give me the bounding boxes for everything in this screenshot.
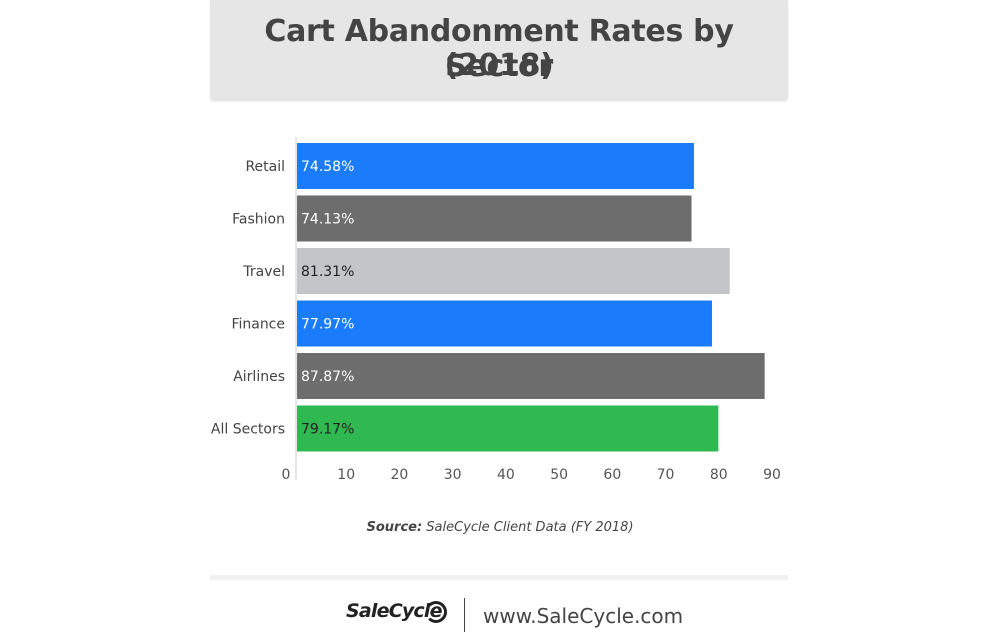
x-tick-label: 90 [763,467,781,483]
bar-value-label: 87.87% [301,369,354,385]
title-box: Cart Abandonment Rates by Sector (2018) [210,0,788,101]
x-tick-label: 30 [444,467,462,483]
salecycle-logo-ring-icon [425,601,447,623]
bar-value-label: 74.13% [301,212,354,228]
x-tick-label: 0 [282,467,291,483]
bar [297,195,692,242]
category-label: Fashion [232,212,285,228]
category-label: All Sectors [211,422,285,438]
x-tick-label: 20 [391,467,409,483]
x-tick-label: 60 [603,467,621,483]
bar-value-label: 79.17% [301,422,354,438]
chart-title-line-2: (2018) [444,48,554,83]
x-tick-label: 50 [550,467,568,483]
chart-title-line-1: Cart Abandonment Rates by Sector [264,14,734,84]
source-label: Source: [366,520,423,535]
source-text: SaleCycle Client Data (FY 2018) [422,520,634,535]
category-label: Airlines [233,369,285,385]
bar-value-label: 81.31% [301,264,354,280]
bar [297,143,694,189]
x-tick-label: 70 [657,467,675,483]
x-tick-label: 40 [497,467,515,483]
category-label: Travel [242,264,285,280]
salecycle-logo: SaleCycle [346,600,443,622]
category-label: Retail [245,159,285,175]
source-note: Source: SaleCycle Client Data (FY 2018) [0,520,1000,535]
category-label: Finance [231,317,285,333]
bar-value-label: 77.97% [301,317,354,333]
footer-url[interactable]: www.SaleCycle.com [483,604,684,628]
footer-rule [210,575,788,580]
bar-value-label: 74.58% [301,159,354,175]
bar [297,353,765,399]
bar [297,248,730,294]
bar-chart: 74.58% Retail 74.13% Fashion 81.31% Travel 77.… [211,137,781,483]
x-tick-label: 80 [710,467,728,483]
bar [297,300,712,347]
bar [297,405,719,452]
x-tick-label: 10 [337,467,355,483]
footer-divider [464,598,465,632]
